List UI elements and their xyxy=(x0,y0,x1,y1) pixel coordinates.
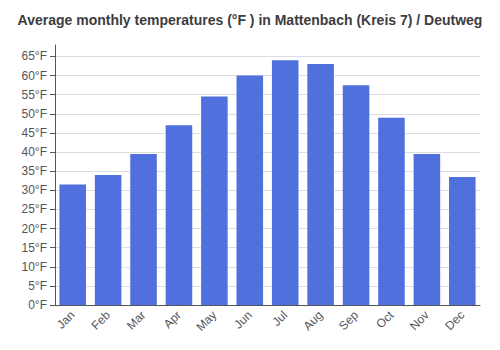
svg-text:25°F: 25°F xyxy=(22,202,47,216)
svg-text:Apr: Apr xyxy=(161,308,184,331)
svg-text:60°F: 60°F xyxy=(22,69,47,83)
svg-text:May: May xyxy=(193,308,219,334)
svg-text:Jul: Jul xyxy=(269,308,290,329)
svg-text:Jan: Jan xyxy=(54,308,78,332)
svg-text:45°F: 45°F xyxy=(22,126,47,140)
svg-text:Mar: Mar xyxy=(124,308,149,332)
svg-text:65°F: 65°F xyxy=(22,49,47,63)
svg-text:20°F: 20°F xyxy=(22,222,47,236)
svg-text:Feb: Feb xyxy=(89,308,114,333)
svg-text:Dec: Dec xyxy=(442,308,467,333)
svg-text:5°F: 5°F xyxy=(28,279,47,293)
svg-text:0°F: 0°F xyxy=(28,298,47,312)
svg-text:Oct: Oct xyxy=(373,308,397,332)
svg-text:Average monthly temperatures (: Average monthly temperatures (°F ) in Ma… xyxy=(18,12,483,28)
svg-text:30°F: 30°F xyxy=(22,183,47,197)
svg-text:15°F: 15°F xyxy=(22,241,47,255)
svg-text:Aug: Aug xyxy=(301,308,326,333)
svg-text:35°F: 35°F xyxy=(22,164,47,178)
svg-text:40°F: 40°F xyxy=(22,145,47,159)
svg-text:55°F: 55°F xyxy=(22,88,47,102)
svg-text:50°F: 50°F xyxy=(22,107,47,121)
svg-text:10°F: 10°F xyxy=(22,260,47,274)
svg-text:Nov: Nov xyxy=(407,308,432,333)
svg-text:Sep: Sep xyxy=(336,308,361,333)
svg-text:Jun: Jun xyxy=(231,308,255,332)
